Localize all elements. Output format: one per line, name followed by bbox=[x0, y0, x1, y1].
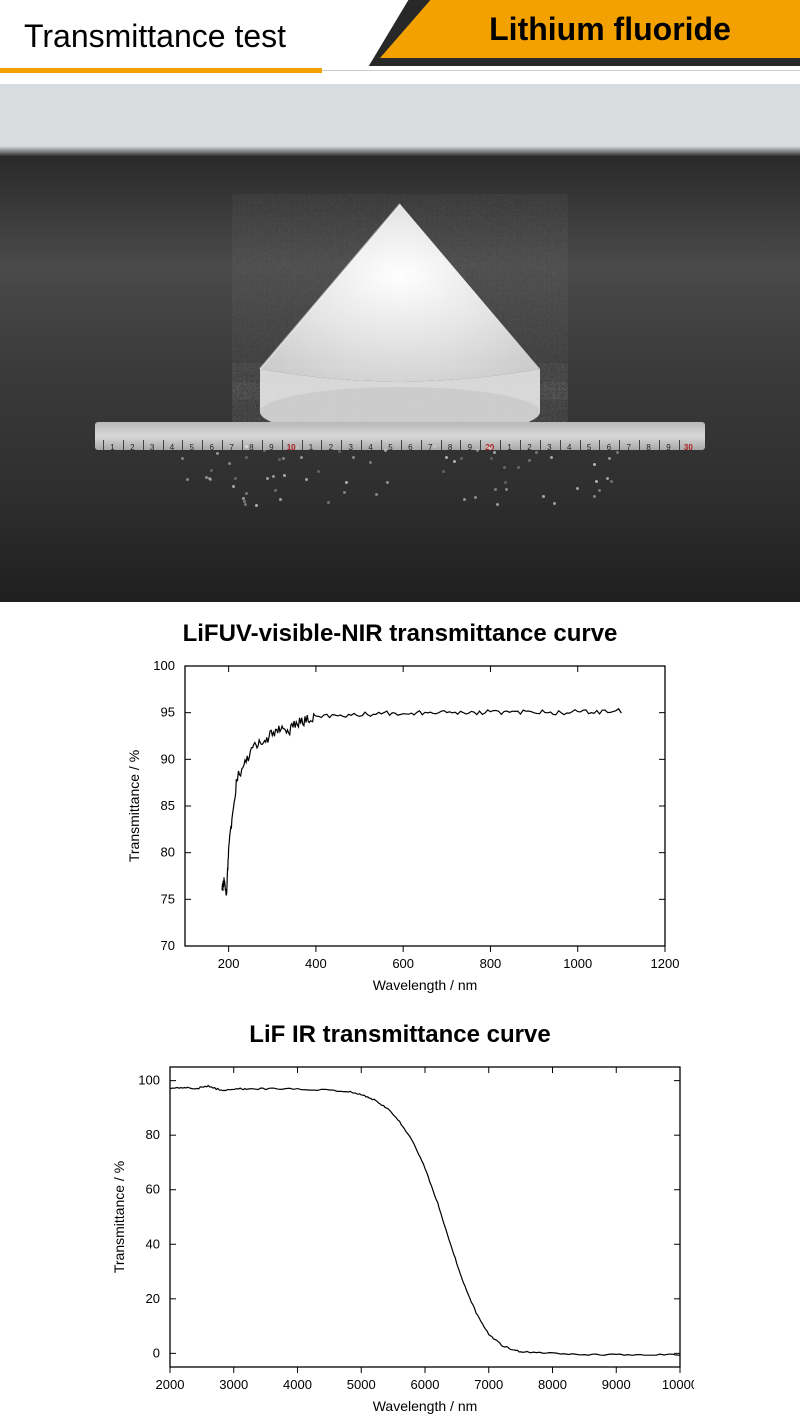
svg-text:Transmittance / %: Transmittance / % bbox=[111, 1161, 127, 1273]
svg-text:100: 100 bbox=[138, 1073, 160, 1088]
crystal-shape bbox=[220, 194, 580, 444]
svg-text:2000: 2000 bbox=[156, 1377, 185, 1392]
svg-text:9000: 9000 bbox=[602, 1377, 631, 1392]
svg-text:60: 60 bbox=[146, 1182, 160, 1197]
ruler-tick: 2 bbox=[321, 440, 339, 450]
svg-text:10000: 10000 bbox=[662, 1377, 694, 1392]
svg-text:800: 800 bbox=[480, 956, 502, 971]
svg-text:600: 600 bbox=[392, 956, 414, 971]
svg-text:80: 80 bbox=[161, 845, 175, 860]
chart1-plot: 200 400 600 800 1000 1200 70 75 80 85 90 95 100 Wavel… bbox=[121, 654, 679, 998]
ruler-tick: 3 bbox=[540, 440, 558, 450]
chart1-box: 200 400 600 800 1000 1200 70 75 80 85 90 95 100 Wavel… bbox=[121, 654, 679, 1003]
svg-text:Wavelength / nm: Wavelength / nm bbox=[373, 977, 478, 993]
ruler-tick: 6 bbox=[599, 440, 617, 450]
ruler-tick: 4 bbox=[361, 440, 379, 450]
svg-text:70: 70 bbox=[161, 938, 175, 953]
svg-text:5000: 5000 bbox=[347, 1377, 376, 1392]
svg-text:200: 200 bbox=[218, 956, 240, 971]
svg-text:7000: 7000 bbox=[474, 1377, 503, 1392]
chart1-title: LiFUV-visible-NIR transmittance curve bbox=[0, 620, 800, 648]
svg-text:Transmittance / %: Transmittance / % bbox=[126, 750, 142, 862]
ruler-tick: 1 bbox=[302, 440, 320, 450]
svg-text:75: 75 bbox=[161, 891, 175, 906]
svg-text:80: 80 bbox=[146, 1127, 160, 1142]
accent-underline bbox=[0, 68, 322, 73]
ruler-tick: 6 bbox=[202, 440, 220, 450]
svg-text:6000: 6000 bbox=[411, 1377, 440, 1392]
ruler-tick: 3 bbox=[341, 440, 359, 450]
svg-text:3000: 3000 bbox=[219, 1377, 248, 1392]
ruler-tick: 7 bbox=[421, 440, 439, 450]
chart1-section: LiFUV-visible-NIR transmittance curve 20… bbox=[0, 620, 800, 1003]
ruler-tick: 1 bbox=[500, 440, 518, 450]
svg-text:4000: 4000 bbox=[283, 1377, 312, 1392]
chart2-plot: 2000 3000 4000 5000 6000 7000 8000 9000 10000 0 20… bbox=[106, 1055, 694, 1419]
chart2-box: 2000 3000 4000 5000 6000 7000 8000 9000 10000 0 20… bbox=[106, 1055, 694, 1424]
ruler-tick: 1 bbox=[103, 440, 121, 450]
svg-text:400: 400 bbox=[305, 956, 327, 971]
ruler-tick: 6 bbox=[401, 440, 419, 450]
product-photo: 123456789101234567892012345678930 bbox=[0, 84, 800, 602]
ruler-tick: 5 bbox=[182, 440, 200, 450]
ruler-tick: 7 bbox=[619, 440, 637, 450]
ruler-tick: 8 bbox=[639, 440, 657, 450]
ruler-tick: 30 bbox=[679, 440, 697, 450]
svg-text:90: 90 bbox=[161, 751, 175, 766]
svg-text:95: 95 bbox=[161, 705, 175, 720]
svg-text:100: 100 bbox=[153, 658, 175, 673]
svg-text:20: 20 bbox=[146, 1291, 160, 1306]
ruler-tick: 4 bbox=[560, 440, 578, 450]
ruler-tick: 5 bbox=[580, 440, 598, 450]
ruler-tick: 3 bbox=[143, 440, 161, 450]
svg-text:40: 40 bbox=[146, 1236, 160, 1251]
svg-text:0: 0 bbox=[153, 1345, 160, 1360]
header: Transmittance test Lithium fluoride bbox=[0, 0, 800, 78]
page-title-left: Transmittance test bbox=[24, 18, 286, 55]
ruler-tick: 2 bbox=[520, 440, 538, 450]
title-banner: Lithium fluoride bbox=[380, 0, 800, 58]
ruler-tick: 8 bbox=[441, 440, 459, 450]
ruler-tick: 2 bbox=[123, 440, 141, 450]
chart2-title: LiF IR transmittance curve bbox=[0, 1021, 800, 1049]
divider-line bbox=[322, 70, 800, 71]
ruler-tick: 4 bbox=[163, 440, 181, 450]
svg-text:8000: 8000 bbox=[538, 1377, 567, 1392]
ruler: 123456789101234567892012345678930 bbox=[95, 422, 705, 450]
ruler-tick: 7 bbox=[222, 440, 240, 450]
svg-text:1200: 1200 bbox=[651, 956, 679, 971]
page-title-right: Lithium fluoride bbox=[489, 11, 731, 48]
ruler-tick: 9 bbox=[659, 440, 677, 450]
chart2-section: LiF IR transmittance curve 2000 3000 4000 5… bbox=[0, 1021, 800, 1424]
svg-text:1000: 1000 bbox=[563, 956, 592, 971]
svg-text:85: 85 bbox=[161, 798, 175, 813]
svg-text:Wavelength / nm: Wavelength / nm bbox=[373, 1398, 478, 1414]
